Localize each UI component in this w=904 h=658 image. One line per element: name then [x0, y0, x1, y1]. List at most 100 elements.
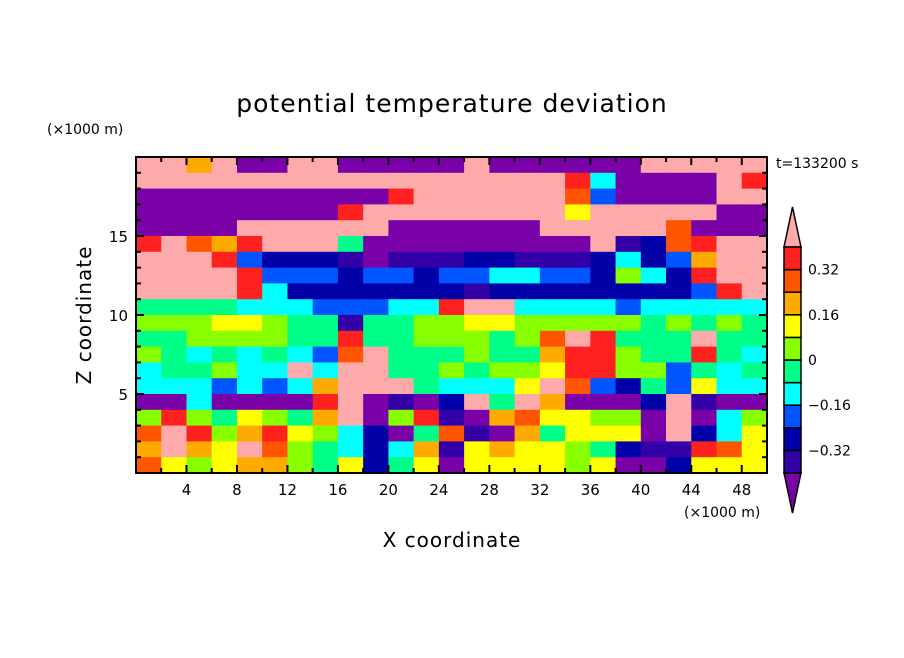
heatmap-cell	[186, 441, 213, 458]
heatmap-cell	[262, 251, 289, 269]
heatmap-cell	[590, 267, 617, 284]
heatmap-cell	[337, 457, 364, 474]
heatmap-cell	[716, 457, 743, 474]
heatmap-cell	[262, 409, 289, 427]
heatmap-cell	[741, 409, 768, 427]
heatmap-cell	[438, 283, 465, 300]
heatmap-cell	[666, 330, 692, 348]
heatmap-cell	[514, 409, 541, 427]
heatmap-cell	[211, 378, 238, 395]
heatmap-cell	[464, 409, 490, 427]
heatmap-cell	[489, 204, 516, 221]
heatmap-cell	[615, 457, 642, 474]
heatmap-cell	[136, 188, 162, 205]
heatmap-cell	[312, 330, 339, 348]
heatmap-cell	[666, 267, 692, 284]
heatmap-cell	[691, 236, 718, 253]
heatmap-cell	[312, 457, 339, 474]
heatmap-cell	[211, 441, 238, 458]
heatmap-cell	[161, 220, 188, 237]
heatmap-cell	[287, 346, 314, 363]
heatmap-cell	[337, 315, 364, 332]
heatmap-cell	[438, 236, 465, 253]
colorbar-label: 0	[808, 353, 817, 369]
heatmap-cell	[413, 441, 440, 458]
heatmap-cell	[691, 267, 718, 284]
heatmap-cell	[388, 283, 415, 300]
heatmap-cell	[464, 394, 490, 411]
heatmap-cell	[388, 157, 415, 174]
heatmap-cell	[136, 299, 162, 316]
heatmap-cell	[287, 204, 314, 221]
heatmap-cell	[741, 394, 768, 411]
heatmap-cell	[312, 157, 339, 174]
heatmap-cell	[716, 346, 743, 363]
heatmap-cell	[262, 299, 289, 316]
heatmap-cell	[565, 409, 591, 427]
heatmap-cell	[640, 362, 667, 379]
heatmap-cell	[287, 394, 314, 411]
heatmap-cell	[539, 251, 566, 269]
heatmap-cell	[716, 362, 743, 379]
heatmap-cell	[666, 441, 692, 458]
heatmap-cell	[640, 378, 667, 395]
heatmap-cell	[489, 409, 516, 427]
heatmap-cell	[666, 346, 692, 363]
heatmap-cell	[388, 425, 415, 442]
heatmap-cell	[565, 299, 591, 316]
x-tick-label: 28	[480, 481, 499, 499]
heatmap-cell	[666, 172, 692, 190]
heatmap-cell	[136, 315, 162, 332]
heatmap-cell	[615, 172, 642, 190]
heatmap-cell	[211, 236, 238, 253]
heatmap-cell	[539, 394, 566, 411]
heatmap-cell	[312, 409, 339, 427]
heatmap-cell	[640, 157, 667, 174]
heatmap-cell	[489, 188, 516, 205]
heatmap-cell	[363, 172, 389, 190]
heatmap-cell	[539, 220, 566, 237]
heatmap-cell	[262, 172, 289, 190]
heatmap-cell	[211, 315, 238, 332]
heatmap-cell	[236, 236, 263, 253]
heatmap-cell	[590, 172, 617, 190]
colorbar-box	[783, 381, 802, 406]
heatmap-cell	[337, 425, 364, 442]
heatmap-cell	[413, 267, 440, 284]
heatmap-cell	[236, 220, 263, 237]
heatmap-cell	[666, 457, 692, 474]
heatmap-cell	[161, 441, 188, 458]
heatmap-cell	[312, 267, 339, 284]
heatmap-cell	[615, 188, 642, 205]
heatmap-cell	[337, 330, 364, 348]
heatmap-cell	[161, 251, 188, 269]
heatmap-cell	[691, 172, 718, 190]
heatmap-cell	[640, 267, 667, 284]
heatmap-cell	[489, 283, 516, 300]
heatmap-cell	[590, 425, 617, 442]
heatmap-cell	[161, 362, 188, 379]
heatmap-cell	[136, 425, 162, 442]
heatmap-cell	[363, 378, 389, 395]
heatmap-cell	[716, 204, 743, 221]
heatmap-cell	[590, 251, 617, 269]
heatmap-cell	[262, 362, 289, 379]
heatmap-cell	[640, 204, 667, 221]
colorbar-box	[783, 427, 802, 452]
heatmap-cell	[186, 157, 213, 174]
heatmap-cell	[413, 251, 440, 269]
heatmap-cell	[464, 204, 490, 221]
heatmap-cell	[590, 409, 617, 427]
heatmap-cell	[186, 362, 213, 379]
heatmap-cell	[565, 330, 591, 348]
heatmap-cell	[691, 457, 718, 474]
y-unit-label: (×1000 m)	[47, 122, 123, 138]
heatmap-cell	[464, 425, 490, 442]
heatmap-cell	[716, 188, 743, 205]
heatmap-cell	[211, 251, 238, 269]
heatmap-cell	[287, 157, 314, 174]
colorbar-label: −0.16	[808, 398, 851, 414]
heatmap-cell	[236, 157, 263, 174]
x-tick-label: 40	[631, 481, 650, 499]
heatmap-cell	[363, 299, 389, 316]
